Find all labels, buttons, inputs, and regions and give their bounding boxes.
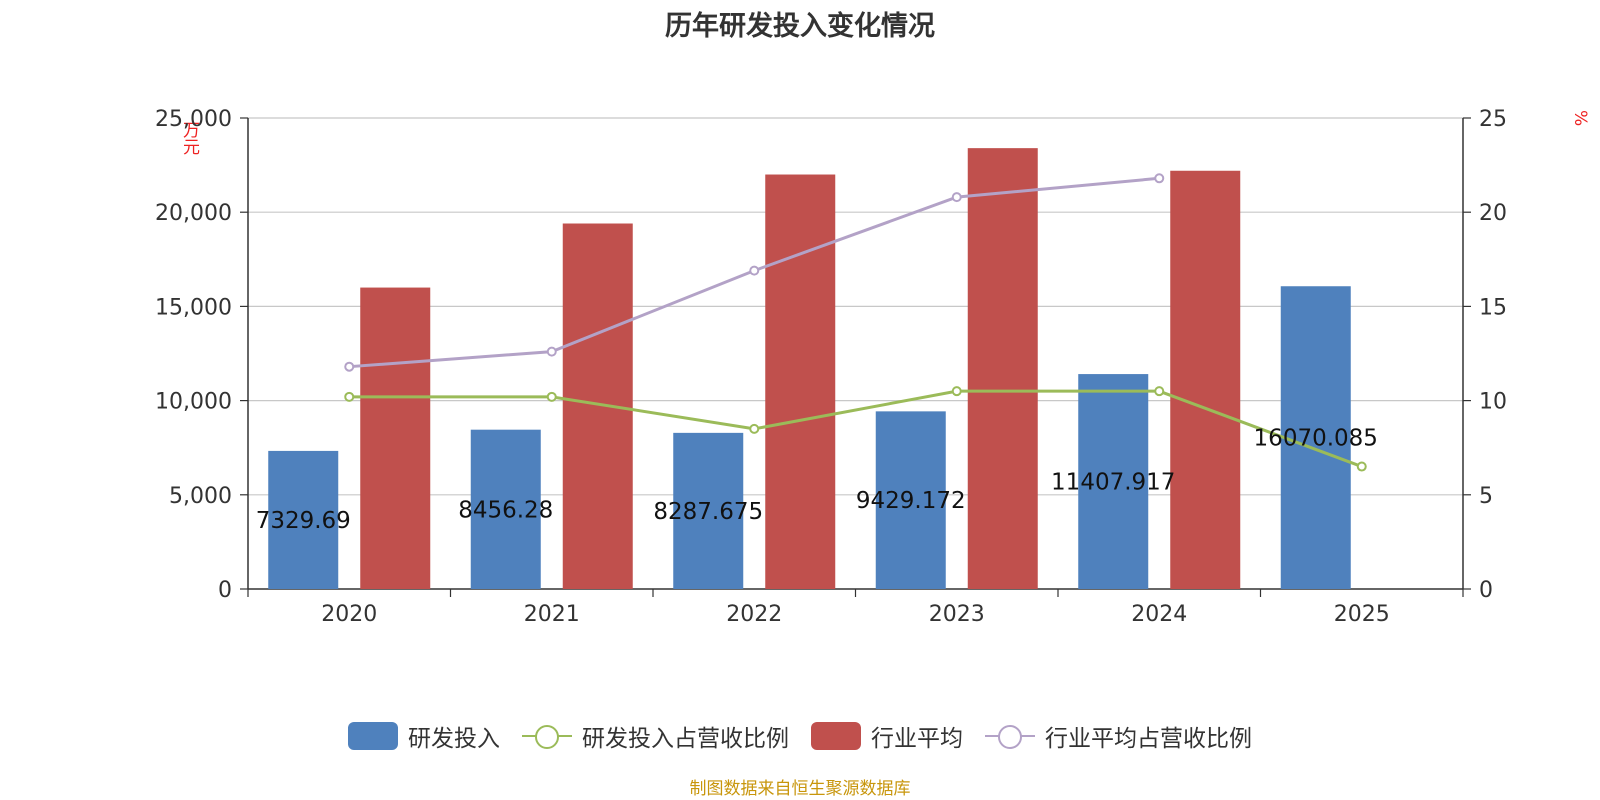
point-industry-ratio xyxy=(546,346,557,357)
line-rd-ratio xyxy=(349,389,1363,468)
chart-title: 历年研发投入变化情况 xyxy=(665,11,935,42)
y-left-tick-label: 10,000 xyxy=(155,390,232,415)
y-axis-left-label: 万元 xyxy=(179,121,199,155)
point-industry-ratio xyxy=(344,361,355,372)
data-label-rd: 8287.675 xyxy=(653,499,763,525)
legend-swatch-rd xyxy=(348,722,398,750)
data-label-rd: 11407.917 xyxy=(1051,470,1175,496)
y-right-tick-label: 25 xyxy=(1479,107,1507,132)
legend: 研发投入 研发投入占营收比例 行业平均 行业平均占营收比例 xyxy=(0,718,1600,754)
bar-rd xyxy=(875,411,946,589)
point-industry-ratio xyxy=(749,265,760,276)
point-rd-ratio xyxy=(749,423,760,434)
legend-swatch-industry xyxy=(811,722,861,750)
x-tick-label: 2024 xyxy=(1131,602,1187,627)
data-label-rd: 8456.28 xyxy=(458,497,553,523)
data-label-rd: 16070.085 xyxy=(1254,426,1378,452)
x-tick-label: 2025 xyxy=(1334,602,1390,627)
x-tick-label: 2021 xyxy=(524,602,580,627)
point-industry-ratio xyxy=(951,192,962,203)
bar-rd xyxy=(1078,374,1149,589)
data-source-note: 制图数据来自恒生聚源数据库 xyxy=(689,779,911,799)
y-right-tick-label: 0 xyxy=(1479,578,1493,603)
legend-item-rd[interactable]: 研发投入 xyxy=(348,719,500,753)
x-tick-label: 2023 xyxy=(929,602,985,627)
bar-rd xyxy=(1280,286,1351,589)
legend-swatch-industry-ratio xyxy=(985,722,1035,750)
y-right-tick-label: 5 xyxy=(1479,484,1493,509)
y-left-tick-label: 15,000 xyxy=(155,295,232,320)
point-rd-ratio xyxy=(1356,461,1367,472)
point-industry-ratio xyxy=(1154,173,1165,184)
bar-industry xyxy=(967,148,1038,590)
legend-item-rd-ratio[interactable]: 研发投入占营收比例 xyxy=(522,719,789,753)
bar-industry xyxy=(765,174,836,589)
y-left-tick-label: 25,000 xyxy=(155,107,232,132)
data-label-rd: 9429.172 xyxy=(856,488,966,514)
legend-item-industry-ratio[interactable]: 行业平均占营收比例 xyxy=(985,719,1252,753)
y-right-tick-label: 10 xyxy=(1479,390,1507,415)
point-rd-ratio xyxy=(344,391,355,402)
bar-rd xyxy=(673,432,744,589)
y-left-tick-label: 5,000 xyxy=(169,484,232,509)
legend-label-rd: 研发投入 xyxy=(408,726,500,752)
y-right-tick-label: 20 xyxy=(1479,201,1507,226)
y-axis-right-label: % xyxy=(1570,110,1590,127)
point-rd-ratio xyxy=(546,391,557,402)
point-rd-ratio xyxy=(1154,386,1165,397)
legend-label-industry: 行业平均 xyxy=(871,726,963,752)
data-label-rd: 7329.69 xyxy=(256,508,351,534)
bar-industry xyxy=(360,287,431,589)
legend-item-industry[interactable]: 行业平均 xyxy=(811,719,963,753)
y-left-tick-label: 0 xyxy=(218,578,232,603)
point-rd-ratio xyxy=(951,386,962,397)
y-left-tick-label: 20,000 xyxy=(155,201,232,226)
bar-industry xyxy=(1170,170,1241,589)
bar-industry xyxy=(562,223,633,589)
legend-label-rd-ratio: 研发投入占营收比例 xyxy=(582,726,789,752)
legend-label-industry-ratio: 行业平均占营收比例 xyxy=(1045,726,1252,752)
bar-rd xyxy=(268,450,339,589)
x-tick-label: 2022 xyxy=(726,602,782,627)
y-right-tick-label: 15 xyxy=(1479,295,1507,320)
bar-rd xyxy=(470,429,541,589)
x-tick-label: 2020 xyxy=(321,602,377,627)
legend-swatch-rd-ratio xyxy=(522,722,572,750)
